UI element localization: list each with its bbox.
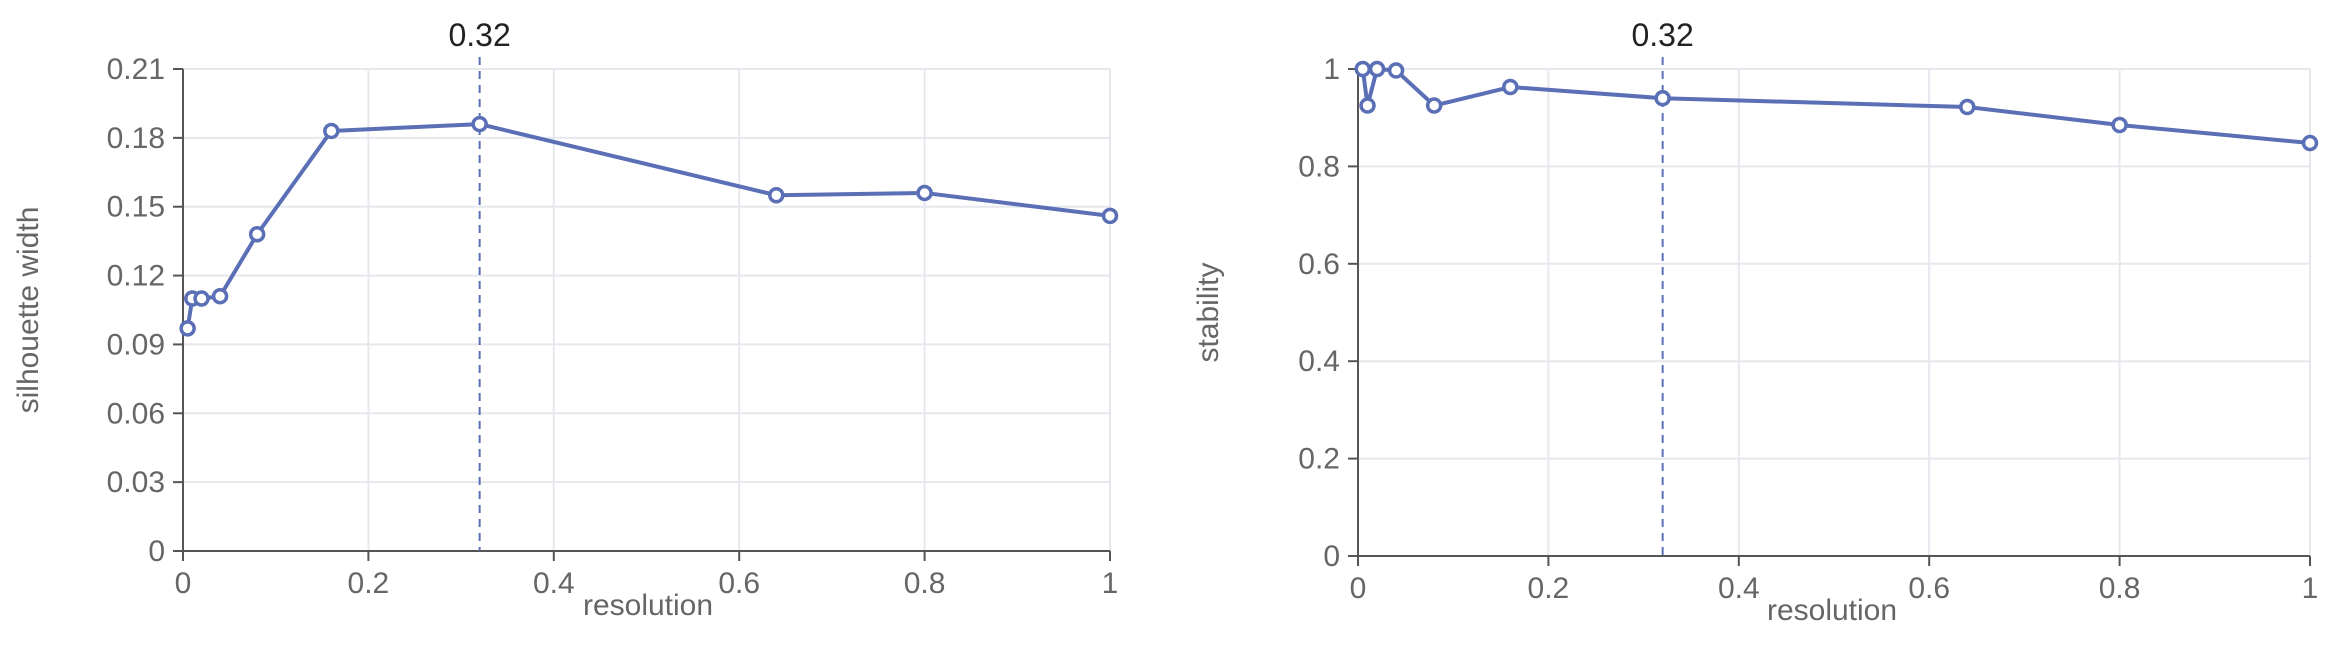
y-tick-label: 0.15 xyxy=(107,191,165,224)
y-axis-title: stability xyxy=(1192,262,1225,362)
data-point xyxy=(2111,116,2128,134)
data-point xyxy=(2301,134,2319,152)
data-point xyxy=(1959,98,1976,116)
x-tick-label: 0.4 xyxy=(1718,572,1760,605)
data-point xyxy=(1425,97,1443,114)
x-axis-title: resolution xyxy=(583,589,713,622)
data-point xyxy=(1502,78,1519,96)
x-tick-label: 1 xyxy=(2302,572,2319,605)
y-tick-label: 0.4 xyxy=(1298,345,1340,378)
x-tick-label: 0.4 xyxy=(533,567,575,600)
y-tick-label: 0 xyxy=(1323,540,1340,573)
data-point xyxy=(1359,97,1376,114)
x-tick-label: 0.2 xyxy=(1528,572,1570,605)
x-tick-label: 0.6 xyxy=(1908,572,1950,605)
data-point xyxy=(323,122,340,140)
data-point xyxy=(193,290,210,307)
x-axis-title: resolution xyxy=(1767,594,1897,627)
x-tick-label: 0.8 xyxy=(904,567,946,600)
reference-line-label: 0.32 xyxy=(448,17,510,53)
data-point xyxy=(1101,207,1119,225)
data-point xyxy=(768,186,785,204)
y-tick-label: 0.8 xyxy=(1298,150,1340,183)
data-point xyxy=(1354,60,1372,78)
x-tick-label: 0.6 xyxy=(718,567,760,600)
chart-2: 0 0.2 0.4 0.6 0.8 1 0 0.2 0.4 0.6 0.8 1 stability res… xyxy=(1192,17,2318,627)
data-point xyxy=(916,184,933,202)
y-tick-label: 0 xyxy=(148,535,165,568)
data-point xyxy=(1368,60,1386,78)
y-tick-label: 0.06 xyxy=(107,397,165,430)
y-tick-label: 0.12 xyxy=(107,260,165,293)
series-line xyxy=(1360,67,2311,146)
chart-1: 0 0.03 0.06 0.09 0.12 0.15 0.18 0.21 0 0.2 0.4 0.6 0… xyxy=(12,17,1118,622)
data-point xyxy=(179,320,196,337)
y-axis-title: silhouette width xyxy=(12,207,45,414)
y-tick-label: 0.03 xyxy=(107,466,165,499)
x-tick-label: 0.2 xyxy=(348,567,390,600)
y-tick-label: 0.18 xyxy=(107,122,165,155)
reference-line-label: 0.32 xyxy=(1631,17,1693,53)
data-point xyxy=(211,287,229,305)
series-line xyxy=(185,122,1111,329)
y-tick-label: 0.6 xyxy=(1298,248,1340,281)
x-tick-label: 0 xyxy=(175,567,192,600)
y-tick-label: 0.21 xyxy=(107,53,165,86)
x-tick-label: 0.8 xyxy=(2099,572,2141,605)
y-tick-label: 0.09 xyxy=(107,328,165,361)
data-point xyxy=(1654,89,1671,107)
x-tick-label: 1 xyxy=(1102,567,1119,600)
data-point xyxy=(248,226,266,243)
y-tick-label: 0.2 xyxy=(1298,443,1340,476)
data-point xyxy=(471,115,488,133)
x-tick-label: 0 xyxy=(1350,572,1367,605)
y-tick-label: 1 xyxy=(1323,53,1340,86)
data-point xyxy=(1387,62,1405,79)
